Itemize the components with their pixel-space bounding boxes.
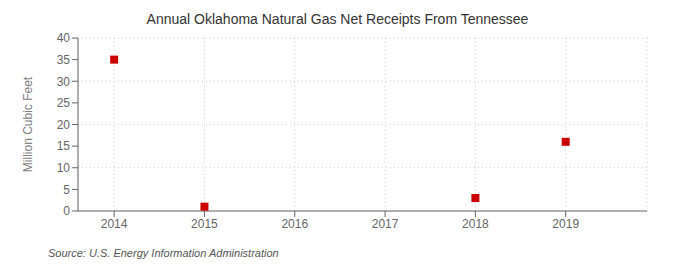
svg-text:10: 10 — [57, 161, 71, 175]
svg-text:2014: 2014 — [101, 217, 128, 231]
svg-text:5: 5 — [63, 183, 70, 197]
svg-text:2018: 2018 — [462, 217, 489, 231]
html-text:Annual Oklahoma Natural Gas Ne: Annual Oklahoma Natural Gas Net Receipts… — [146, 11, 529, 27]
svg-text:30: 30 — [57, 75, 71, 89]
svg-text:15: 15 — [57, 139, 71, 153]
svg-text:2017: 2017 — [372, 217, 399, 231]
svg-text:2015: 2015 — [191, 217, 218, 231]
svg-text:0: 0 — [63, 204, 70, 218]
svg-text:Million Cubic Feet: Million Cubic Feet — [21, 76, 35, 172]
svg-text:20: 20 — [57, 118, 71, 132]
svg-text:40: 40 — [57, 31, 71, 45]
html-text:Source: U.S. Energy Informatio: Source: U.S. Energy Information Administ… — [48, 247, 279, 259]
svg-text:25: 25 — [57, 96, 71, 110]
svg-text:2019: 2019 — [552, 217, 579, 231]
svg-text:35: 35 — [57, 53, 71, 67]
svg-text:2016: 2016 — [281, 217, 308, 231]
